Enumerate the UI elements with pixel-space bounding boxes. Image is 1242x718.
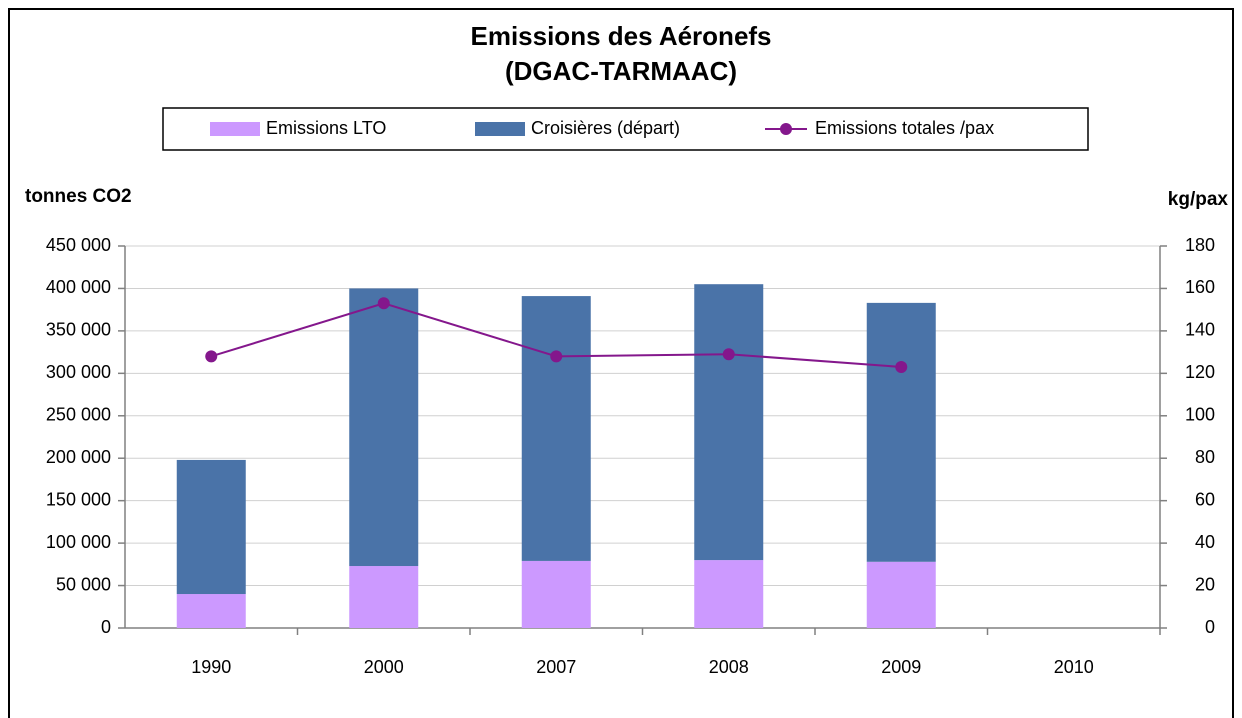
legend-box	[162, 107, 1089, 151]
y-tick-label: 400 000	[46, 277, 111, 297]
line-marker	[550, 350, 563, 363]
x-tick-label: 2000	[364, 657, 404, 677]
y-tick-label: 350 000	[46, 320, 111, 340]
y2-axis-label: kg/pax	[1168, 189, 1229, 210]
x-tick-label: 2010	[1054, 657, 1094, 677]
x-tick-label: 1990	[191, 657, 231, 677]
x-tick-label: 2009	[881, 657, 921, 677]
chart-title: Emissions des Aéronefs	[470, 21, 771, 51]
y-tick-label: 300 000	[46, 362, 111, 382]
y2-tick-label: 120	[1185, 362, 1215, 382]
x-tick-label: 2007	[536, 657, 576, 677]
bar	[176, 459, 246, 595]
y2-tick-label: 20	[1195, 574, 1215, 594]
y2-tick-label: 140	[1185, 320, 1215, 340]
y-tick-label: 0	[101, 617, 111, 637]
y2-tick-label: 0	[1205, 617, 1215, 637]
y2-tick-label: 160	[1185, 277, 1215, 297]
bar	[694, 560, 764, 628]
y-tick-label: 450 000	[46, 235, 111, 255]
y-tick-label: 250 000	[46, 405, 111, 425]
bar	[176, 594, 246, 628]
line-marker	[895, 360, 908, 373]
y2-tick-label: 60	[1195, 489, 1215, 509]
y2-tick-label: 40	[1195, 532, 1215, 552]
line-marker	[722, 348, 735, 361]
line-marker	[205, 350, 218, 363]
legend-label: Emissions totales /pax	[815, 118, 994, 138]
legend-swatch	[210, 122, 260, 136]
bar	[521, 560, 591, 628]
y-axis-label: tonnes CO2	[25, 186, 132, 207]
line-marker	[377, 297, 390, 310]
legend-label: Emissions LTO	[266, 118, 386, 138]
y-tick-label: 50 000	[56, 574, 111, 594]
legend-swatch	[475, 122, 525, 136]
bar	[521, 296, 591, 561]
bar	[866, 302, 936, 562]
bar	[694, 284, 764, 561]
legend-marker	[780, 123, 792, 135]
y2-tick-label: 80	[1195, 447, 1215, 467]
y2-tick-label: 180	[1185, 235, 1215, 255]
bar	[349, 288, 419, 567]
bar	[349, 566, 419, 628]
y-tick-label: 150 000	[46, 489, 111, 509]
bar	[866, 561, 936, 628]
chart-subtitle: (DGAC-TARMAAC)	[505, 56, 737, 86]
y-tick-label: 100 000	[46, 532, 111, 552]
y-tick-label: 200 000	[46, 447, 111, 467]
y2-tick-label: 100	[1185, 405, 1215, 425]
x-tick-label: 2008	[709, 657, 749, 677]
legend-label: Croisières (départ)	[531, 118, 680, 138]
